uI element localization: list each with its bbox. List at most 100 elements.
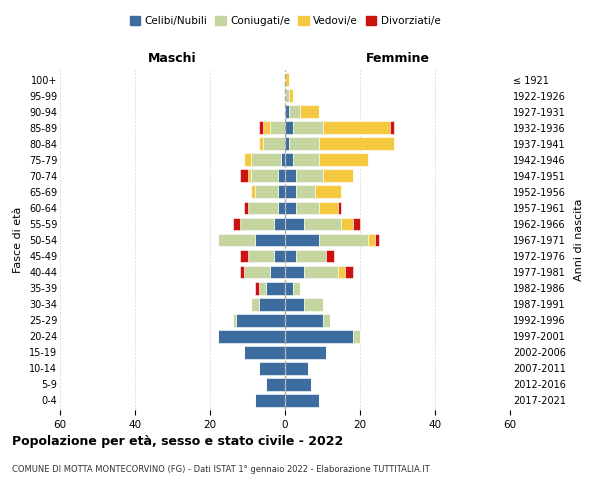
Bar	[244, 154, 251, 166]
Bar	[375, 234, 379, 246]
Bar	[255, 186, 277, 198]
Bar	[285, 394, 319, 407]
Bar	[319, 138, 394, 150]
Bar	[285, 106, 289, 118]
Bar	[244, 346, 285, 358]
Bar	[285, 218, 304, 230]
Bar	[285, 346, 326, 358]
Bar	[244, 266, 270, 278]
Bar	[244, 202, 248, 214]
Bar	[285, 362, 308, 374]
Text: Femmine: Femmine	[365, 52, 430, 65]
Bar	[345, 266, 353, 278]
Bar	[259, 138, 263, 150]
Bar	[240, 218, 274, 230]
Bar	[300, 106, 319, 118]
Bar	[337, 202, 341, 214]
Bar	[277, 186, 285, 198]
Bar	[315, 186, 341, 198]
Y-axis label: Fasce di età: Fasce di età	[13, 207, 23, 273]
Bar	[259, 298, 285, 310]
Bar	[266, 378, 285, 391]
Text: Maschi: Maschi	[148, 52, 197, 65]
Bar	[285, 266, 304, 278]
Bar	[319, 234, 367, 246]
Bar	[293, 282, 300, 294]
Bar	[263, 138, 285, 150]
Bar	[326, 250, 334, 262]
Bar	[285, 282, 293, 294]
Bar	[285, 378, 311, 391]
Bar	[323, 170, 353, 182]
Bar	[270, 266, 285, 278]
Bar	[248, 250, 274, 262]
Bar	[341, 218, 353, 230]
Bar	[304, 266, 337, 278]
Bar	[285, 202, 296, 214]
Text: COMUNE DI MOTTA MONTECORVINO (FG) - Dati ISTAT 1° gennaio 2022 - Elaborazione TU: COMUNE DI MOTTA MONTECORVINO (FG) - Dati…	[12, 465, 430, 474]
Bar	[255, 234, 285, 246]
Bar	[285, 186, 296, 198]
Bar	[285, 89, 289, 102]
Bar	[255, 394, 285, 407]
Bar	[323, 122, 390, 134]
Bar	[259, 282, 266, 294]
Bar	[277, 170, 285, 182]
Bar	[285, 154, 293, 166]
Bar	[285, 234, 319, 246]
Bar	[296, 186, 315, 198]
Bar	[293, 122, 323, 134]
Bar	[259, 122, 263, 134]
Bar	[285, 138, 289, 150]
Bar	[353, 218, 360, 230]
Bar	[233, 218, 240, 230]
Bar	[296, 170, 323, 182]
Bar	[236, 314, 285, 326]
Bar	[270, 122, 285, 134]
Bar	[218, 330, 285, 342]
Bar	[304, 218, 341, 230]
Bar	[390, 122, 394, 134]
Bar	[251, 298, 259, 310]
Bar	[285, 73, 289, 86]
Bar	[367, 234, 375, 246]
Bar	[285, 330, 353, 342]
Bar	[240, 170, 248, 182]
Bar	[259, 362, 285, 374]
Bar	[353, 330, 360, 342]
Bar	[233, 314, 236, 326]
Bar	[274, 218, 285, 230]
Bar	[240, 266, 244, 278]
Bar	[218, 234, 255, 246]
Bar	[319, 202, 337, 214]
Bar	[293, 154, 319, 166]
Bar	[285, 170, 296, 182]
Bar	[281, 154, 285, 166]
Bar	[266, 282, 285, 294]
Bar	[289, 138, 319, 150]
Bar	[337, 266, 345, 278]
Legend: Celibi/Nubili, Coniugati/e, Vedovi/e, Divorziati/e: Celibi/Nubili, Coniugati/e, Vedovi/e, Di…	[125, 12, 445, 30]
Bar	[323, 314, 330, 326]
Bar	[319, 154, 367, 166]
Bar	[277, 202, 285, 214]
Bar	[285, 298, 304, 310]
Bar	[289, 89, 293, 102]
Bar	[248, 170, 251, 182]
Bar	[251, 186, 255, 198]
Text: Popolazione per età, sesso e stato civile - 2022: Popolazione per età, sesso e stato civil…	[12, 435, 343, 448]
Bar	[240, 250, 248, 262]
Bar	[263, 122, 270, 134]
Bar	[251, 170, 277, 182]
Bar	[248, 202, 277, 214]
Bar	[274, 250, 285, 262]
Bar	[296, 202, 319, 214]
Bar	[255, 282, 259, 294]
Bar	[304, 298, 323, 310]
Y-axis label: Anni di nascita: Anni di nascita	[574, 198, 584, 281]
Bar	[285, 314, 323, 326]
Bar	[285, 250, 296, 262]
Bar	[251, 154, 281, 166]
Bar	[285, 122, 293, 134]
Bar	[296, 250, 326, 262]
